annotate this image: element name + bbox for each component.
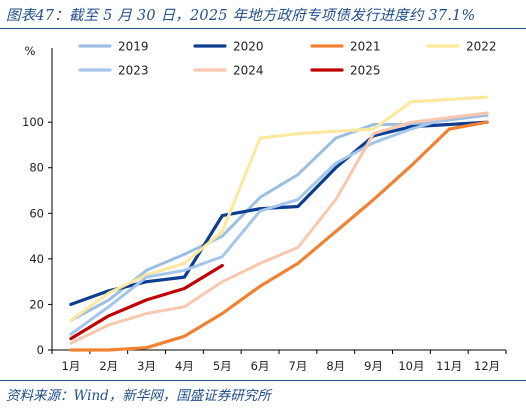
chart-legend: 2019 2020 2021 2022 2023 2024 2025	[78, 40, 497, 78]
y-tick-label: 100	[22, 115, 44, 129]
chart-axes: % 0 20 40 60 80 100 1月 2月 3月 4月 5月 6月 7月 8月 9月 10月 11月 12月	[22, 44, 507, 373]
source-note: 资料来源：Wind，新华网，国盛证券研究所	[6, 388, 271, 404]
y-tick-label: 80	[29, 161, 44, 175]
legend-label-2022: 2022	[466, 40, 497, 54]
x-tick-label: 1月	[62, 359, 81, 373]
x-tick-label: 8月	[326, 359, 345, 373]
legend-label-2020: 2020	[233, 40, 264, 54]
legend-label-2023: 2023	[118, 64, 149, 78]
y-tick-label: 60	[29, 206, 44, 220]
legend-label-2021: 2021	[350, 40, 381, 54]
x-tick-label: 5月	[213, 359, 232, 373]
x-tick-label: 10月	[398, 359, 424, 373]
series-line-2020	[69, 120, 489, 306]
series-line-2019	[69, 113, 489, 322]
line-chart: % 0 20 40 60 80 100 1月 2月 3月 4月 5月 6月 7月 8月 9月 10月 11月 12月…	[22, 40, 507, 373]
series-line-2021	[69, 120, 489, 352]
y-tick-label: 40	[29, 252, 44, 266]
x-tick-label: 3月	[137, 359, 156, 373]
x-tick-label: 6月	[251, 359, 270, 373]
legend-label-2019: 2019	[118, 40, 149, 54]
x-tick-label: 4月	[175, 359, 194, 373]
legend-label-2025: 2025	[350, 64, 381, 78]
x-tick-label: 12月	[474, 359, 500, 373]
y-axis-unit-label: %	[25, 44, 36, 58]
y-tick-label: 0	[37, 343, 44, 357]
series-line-2022	[69, 95, 489, 322]
series-line-2023	[69, 111, 489, 336]
legend-label-2024: 2024	[233, 64, 264, 78]
series-line-2025	[69, 263, 224, 341]
title-divider	[0, 28, 526, 29]
chart-series	[69, 95, 489, 352]
x-tick-label: 9月	[364, 359, 383, 373]
series-line-2024	[69, 111, 489, 345]
chart-title: 图表47：截至 5 月 30 日，2025 年地方政府专项债发行进度约 37.1…	[6, 8, 476, 24]
x-tick-label: 11月	[436, 359, 462, 373]
y-tick-label: 20	[29, 297, 44, 311]
source-divider	[0, 380, 526, 381]
x-tick-label: 2月	[99, 359, 118, 373]
x-tick-label: 7月	[289, 359, 308, 373]
